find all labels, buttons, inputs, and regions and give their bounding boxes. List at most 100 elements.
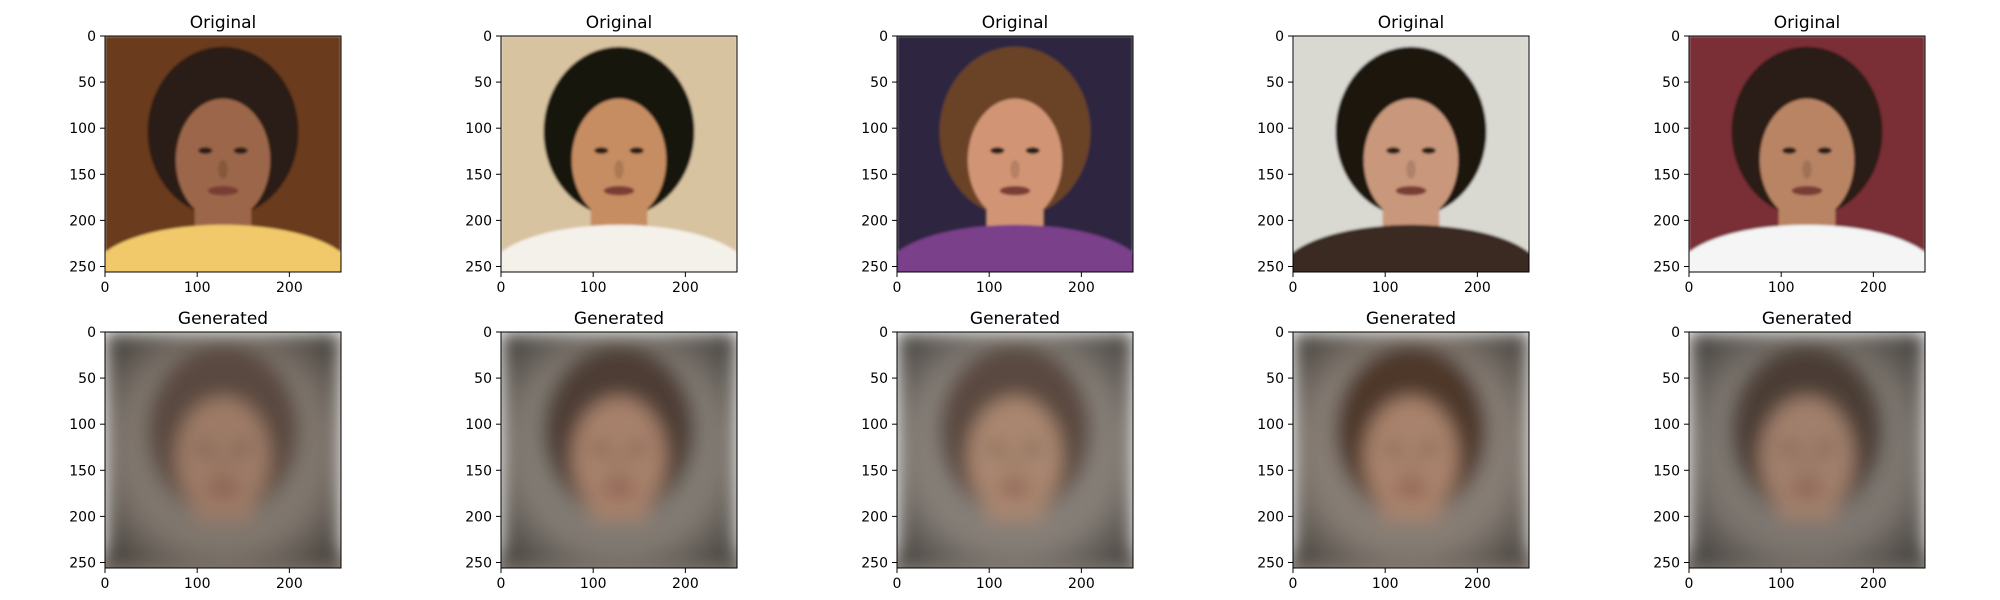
x-tick-label: 200	[1068, 280, 1095, 296]
x-tick-label: 0	[1289, 576, 1298, 592]
panel-title: Original	[982, 13, 1049, 33]
x-tick-label: 200	[276, 280, 303, 296]
y-tick-label: 200	[465, 509, 492, 525]
generated-panel-3: Generated 0 50 100 150 200 250 0 100 200	[861, 309, 1134, 592]
y-tick-label: 250	[69, 259, 96, 275]
x-tick-label: 100	[1768, 280, 1795, 296]
panel-title: Generated	[1366, 309, 1456, 329]
y-tick-label: 50	[1266, 75, 1284, 91]
axes-frame	[104, 35, 342, 273]
x-tick-label: 0	[497, 280, 506, 296]
y-tick-label: 200	[465, 213, 492, 229]
x-tick-label: 0	[1685, 576, 1694, 592]
y-tick-label: 50	[1266, 371, 1284, 387]
y-tick-label: 0	[879, 325, 888, 341]
x-tick-label: 100	[976, 576, 1003, 592]
face-image	[1689, 332, 1925, 568]
x-tick-label: 200	[1464, 576, 1491, 592]
x-tick-label: 100	[184, 576, 211, 592]
panel-title: Generated	[178, 309, 268, 329]
y-tick-label: 200	[861, 509, 888, 525]
x-tick-label: 0	[1289, 280, 1298, 296]
y-tick-label: 50	[78, 371, 96, 387]
y-tick-label: 0	[87, 325, 96, 341]
y-tick-label: 150	[1653, 167, 1680, 183]
y-tick-label: 0	[1671, 29, 1680, 45]
y-tick-label: 200	[1257, 213, 1284, 229]
face-image	[105, 332, 341, 568]
y-tick-label: 0	[483, 29, 492, 45]
x-tick-label: 0	[101, 576, 110, 592]
axes-frame	[1292, 35, 1530, 273]
original-panel-2: Original 0 50 100 150 200 250 0 100 200	[465, 13, 738, 296]
panel-title: Generated	[574, 309, 664, 329]
face-image	[1689, 36, 1925, 272]
y-tick-label: 50	[474, 75, 492, 91]
panel-title: Generated	[1762, 309, 1852, 329]
generated-panel-2: Generated 0 50 100 150 200 250 0 100 200	[465, 309, 738, 592]
y-tick-label: 250	[1653, 555, 1680, 571]
x-tick-label: 200	[1860, 576, 1887, 592]
y-tick-label: 0	[87, 29, 96, 45]
y-tick-label: 150	[861, 463, 888, 479]
face-image	[1293, 36, 1529, 272]
face-image	[105, 36, 341, 272]
x-tick-label: 200	[672, 576, 699, 592]
x-tick-label: 0	[497, 576, 506, 592]
x-tick-label: 100	[184, 280, 211, 296]
y-tick-label: 250	[861, 259, 888, 275]
generated-panel-5: Generated 0 50 100 150 200 250 0 100 200	[1653, 309, 1926, 592]
y-tick-label: 200	[1653, 509, 1680, 525]
x-tick-label: 0	[1685, 280, 1694, 296]
y-tick-label: 250	[69, 555, 96, 571]
x-tick-label: 0	[893, 576, 902, 592]
y-tick-label: 150	[465, 167, 492, 183]
y-tick-label: 200	[1653, 213, 1680, 229]
y-tick-label: 150	[69, 167, 96, 183]
original-panel-4: Original 0 50 100 150 200 250 0 100 200	[1257, 13, 1530, 296]
x-tick-label: 200	[672, 280, 699, 296]
y-tick-label: 50	[870, 371, 888, 387]
face-image	[501, 36, 737, 272]
original-panel-3: Original 0 50 100 150 200 250 0 100 200	[861, 13, 1134, 296]
x-tick-label: 200	[1860, 280, 1887, 296]
axes-frame	[500, 331, 738, 569]
axes-frame	[1688, 331, 1926, 569]
x-tick-label: 100	[580, 576, 607, 592]
panel-title: Original	[586, 13, 653, 33]
x-tick-label: 200	[1464, 280, 1491, 296]
generated-panel-1: Generated 0 50 100 150 200 250 0 100 200	[69, 309, 342, 592]
face-image	[897, 332, 1133, 568]
x-tick-label: 200	[1068, 576, 1095, 592]
y-tick-label: 150	[1257, 167, 1284, 183]
y-tick-label: 0	[879, 29, 888, 45]
y-tick-label: 150	[1257, 463, 1284, 479]
y-tick-label: 250	[1653, 259, 1680, 275]
panel-title: Original	[1774, 13, 1841, 33]
y-tick-label: 100	[861, 121, 888, 137]
x-tick-label: 100	[976, 280, 1003, 296]
y-tick-label: 100	[69, 417, 96, 433]
y-tick-label: 50	[1662, 75, 1680, 91]
y-tick-label: 0	[1275, 29, 1284, 45]
panel-title: Original	[190, 13, 257, 33]
axes-frame	[1688, 35, 1926, 273]
x-tick-label: 0	[893, 280, 902, 296]
x-tick-label: 200	[276, 576, 303, 592]
y-tick-label: 200	[69, 509, 96, 525]
y-tick-label: 100	[465, 121, 492, 137]
y-tick-label: 100	[1257, 121, 1284, 137]
face-image	[897, 36, 1133, 272]
y-tick-label: 100	[465, 417, 492, 433]
y-tick-label: 250	[1257, 259, 1284, 275]
y-tick-label: 50	[78, 75, 96, 91]
y-tick-label: 250	[465, 555, 492, 571]
axes-frame	[896, 35, 1134, 273]
x-tick-label: 0	[101, 280, 110, 296]
y-tick-label: 250	[1257, 555, 1284, 571]
axes-frame	[104, 331, 342, 569]
panel-title: Generated	[970, 309, 1060, 329]
y-tick-label: 0	[483, 325, 492, 341]
y-tick-label: 50	[474, 371, 492, 387]
axes-frame	[896, 331, 1134, 569]
